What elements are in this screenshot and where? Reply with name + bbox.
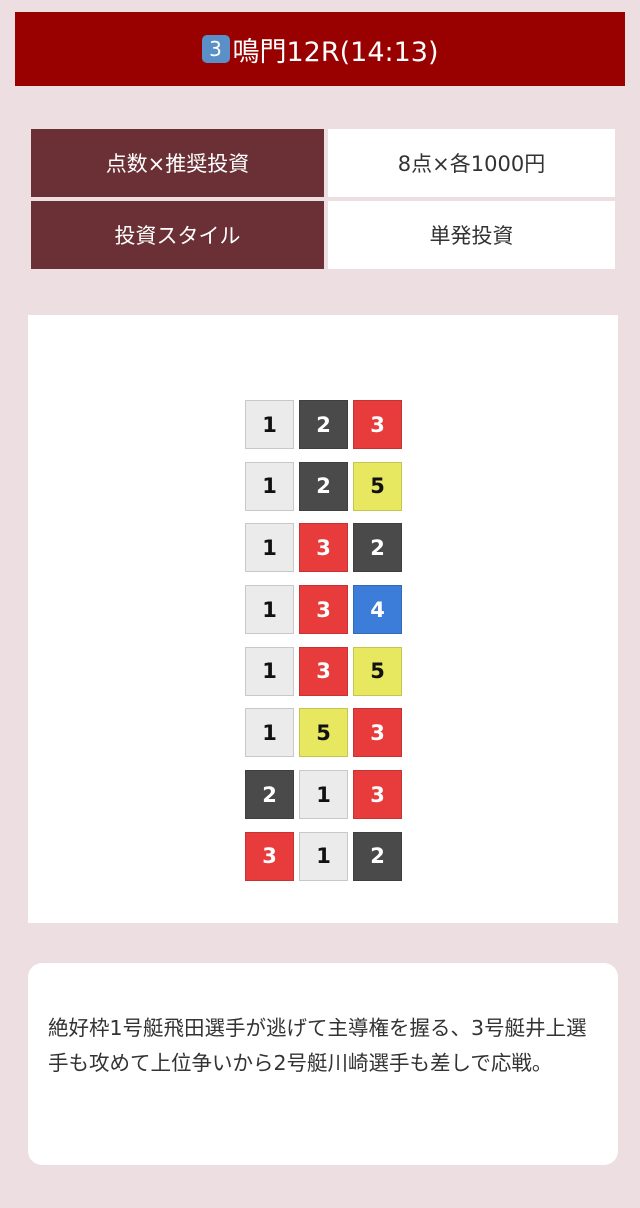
info-value: 単発投資 xyxy=(328,201,615,269)
boat-number-box: 5 xyxy=(353,646,402,696)
info-label: 点数×推奨投資 xyxy=(31,129,324,197)
boat-number-box: 3 xyxy=(299,646,348,696)
info-row-style: 投資スタイル 単発投資 xyxy=(31,201,615,269)
boat-number-box: 3 xyxy=(245,831,294,881)
boat-number-box: 2 xyxy=(299,461,348,511)
boat-number-box: 4 xyxy=(353,585,402,635)
boat-number-box: 3 xyxy=(299,523,348,573)
boat-number-box: 1 xyxy=(245,461,294,511)
info-label: 投資スタイル xyxy=(31,201,324,269)
boat-number-box: 5 xyxy=(299,708,348,758)
race-title: 鳴門12R(14:13) xyxy=(232,36,439,68)
info-table: 点数×推奨投資 8点×各1000円 投資スタイル 単発投資 xyxy=(31,129,615,273)
boat-number-box: 1 xyxy=(245,400,294,449)
info-row-points: 点数×推奨投資 8点×各1000円 xyxy=(31,129,615,197)
boat-number-box: 1 xyxy=(245,585,294,635)
boat-number-box: 2 xyxy=(353,523,402,573)
boat-number-box: 3 xyxy=(353,770,402,820)
race-header: 3 鳴門12R(14:13) xyxy=(15,12,625,86)
boat-number-box: 1 xyxy=(245,708,294,758)
boat-number-box: 3 xyxy=(353,708,402,758)
boat-number-box: 2 xyxy=(299,400,348,449)
info-value: 8点×各1000円 xyxy=(328,129,615,197)
boat-number-box: 5 xyxy=(353,461,402,511)
race-comment: 絶好枠1号艇飛田選手が逃げて主導権を握る、3号艇井上選手も攻めて上位争いから2号… xyxy=(28,963,618,1165)
boat-number-box: 3 xyxy=(299,585,348,635)
boat-number-box: 2 xyxy=(353,831,402,881)
boat-number-box: 1 xyxy=(299,770,348,820)
boat-number-box: 1 xyxy=(245,646,294,696)
boat-number-box: 1 xyxy=(245,523,294,573)
keycap-number-icon: 3 xyxy=(201,35,230,63)
boat-number-box: 2 xyxy=(245,770,294,820)
boat-number-box: 1 xyxy=(299,831,348,881)
boat-number-box: 3 xyxy=(353,400,402,449)
